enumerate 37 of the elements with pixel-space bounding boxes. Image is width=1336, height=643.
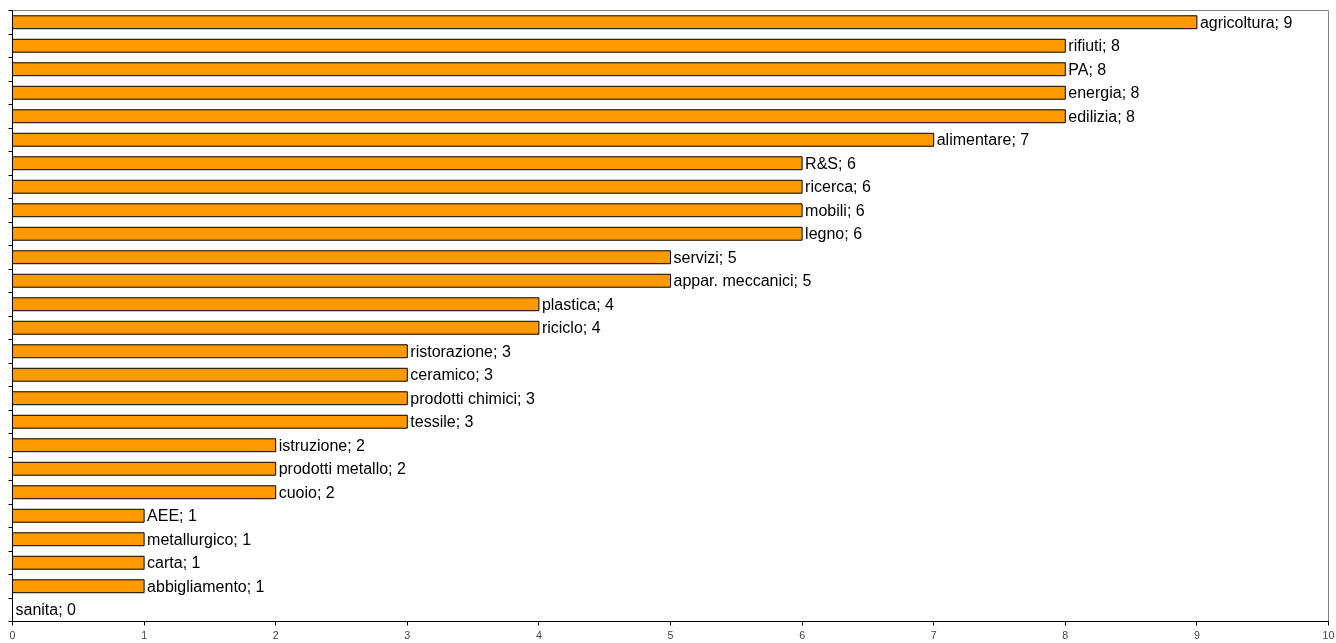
y-tick-label: prodotti metallo; 2 xyxy=(278,460,406,478)
y-tick-label: carta; 1 xyxy=(147,554,201,572)
y-tick-label: AEE; 1 xyxy=(147,507,198,525)
y-tick-label: mobili; 6 xyxy=(805,201,865,219)
y-tick-label: ceramico; 3 xyxy=(410,366,494,384)
y-tick-label: appar. meccanici; 5 xyxy=(673,272,812,290)
y-tick-label: energia; 8 xyxy=(1068,84,1140,102)
x-tick-label: 8 xyxy=(1062,628,1069,641)
y-tick-label: agricoltura; 9 xyxy=(1199,13,1293,31)
x-tick-label: 2 xyxy=(272,628,279,641)
y-tick-label: sanita; 0 xyxy=(15,601,77,619)
y-tick-label: ricerca; 6 xyxy=(805,178,871,196)
y-tick-label: abbigliamento; 1 xyxy=(147,577,265,595)
x-tick-label: 9 xyxy=(1193,628,1200,641)
y-tick-label: edilizia; 8 xyxy=(1068,107,1136,125)
x-tick-label: 4 xyxy=(535,628,542,641)
x-tick-label: 5 xyxy=(667,628,674,641)
y-tick-label: servizi; 5 xyxy=(673,248,737,266)
y-tick-label: R&S; 6 xyxy=(805,154,856,172)
y-tick-label: rifiuti; 8 xyxy=(1068,37,1120,55)
y-tick-label: plastica; 4 xyxy=(541,295,615,313)
y-tick-label: cuoio; 2 xyxy=(278,483,335,501)
y-tick-label: alimentare; 7 xyxy=(936,131,1030,149)
y-tick-label: prodotti chimici; 3 xyxy=(410,389,535,407)
y-tick-label: ristorazione; 3 xyxy=(410,342,511,360)
x-tick-label: 7 xyxy=(930,628,937,641)
y-tick-label: legno; 6 xyxy=(805,225,863,243)
x-tick-label: 3 xyxy=(404,628,411,641)
y-tick-label: metallurgico; 1 xyxy=(147,530,252,548)
x-tick-label: 1 xyxy=(141,628,148,641)
x-tick-label: 0 xyxy=(9,628,16,641)
y-tick-label: PA; 8 xyxy=(1068,60,1107,78)
y-tick-label: tessile; 3 xyxy=(410,413,474,431)
x-tick-label: 6 xyxy=(799,628,806,641)
x-tick-label: 10 xyxy=(1322,628,1335,641)
y-tick-label: riciclo; 4 xyxy=(541,319,601,337)
y-tick-label: istruzione; 2 xyxy=(278,436,366,454)
